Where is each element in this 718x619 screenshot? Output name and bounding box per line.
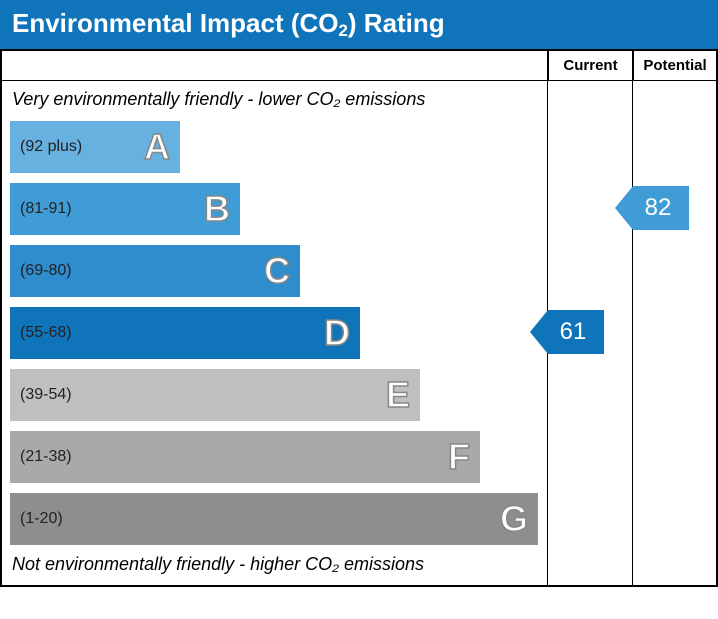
band-range: (1-20) xyxy=(20,510,63,528)
band-letter: E xyxy=(386,374,410,416)
band-bar-a: (92 plus) A xyxy=(10,121,180,173)
band-row-d: (55-68) D xyxy=(10,302,547,364)
title-suffix: ) Rating xyxy=(348,8,445,38)
band-row-b: (81-91) B xyxy=(10,178,547,240)
band-letter: D xyxy=(324,312,350,354)
band-letter: G xyxy=(500,498,528,540)
arrow-tip-icon xyxy=(530,310,548,354)
band-row-e: (39-54) E xyxy=(10,364,547,426)
band-range: (92 plus) xyxy=(20,138,82,156)
band-range: (55-68) xyxy=(20,324,72,342)
arrow-tip-icon xyxy=(615,186,633,230)
potential-arrow: 82 xyxy=(615,186,689,230)
band-row-g: (1-20) G xyxy=(10,488,547,550)
arrow-value: 61 xyxy=(548,310,604,354)
arrow-value: 82 xyxy=(633,186,689,230)
band-bar-e: (39-54) E xyxy=(10,369,420,421)
title-prefix: Environmental Impact (CO xyxy=(12,8,339,38)
title-sub: 2 xyxy=(339,21,348,40)
band-bar-c: (69-80) C xyxy=(10,245,300,297)
epc-rating-chart: Environmental Impact (CO2) Rating Curren… xyxy=(0,0,718,587)
band-bar-g: (1-20) G xyxy=(10,493,538,545)
current-column: 61 xyxy=(548,81,633,587)
header-current: Current xyxy=(548,51,633,81)
header-potential: Potential xyxy=(633,51,718,81)
band-row-f: (21-38) F xyxy=(10,426,547,488)
band-row-c: (69-80) C xyxy=(10,240,547,302)
band-letter: A xyxy=(144,126,170,168)
band-letter: F xyxy=(448,436,470,478)
band-bar-b: (81-91) B xyxy=(10,183,240,235)
header-left xyxy=(0,51,548,81)
caption-top: Very environmentally friendly - lower CO… xyxy=(2,85,547,116)
caption-bottom: Not environmentally friendly - higher CO… xyxy=(2,550,547,581)
band-range: (39-54) xyxy=(20,386,72,404)
chart-grid: Current Potential Very environmentally f… xyxy=(0,49,718,587)
bars-container: (92 plus) A (81-91) B (69-80) C (55-68) D (39-54… xyxy=(2,116,547,550)
band-bar-f: (21-38) F xyxy=(10,431,480,483)
band-bar-d: (55-68) D xyxy=(10,307,360,359)
chart-title: Environmental Impact (CO2) Rating xyxy=(0,0,718,49)
band-letter: C xyxy=(264,250,290,292)
potential-column: 82 xyxy=(633,81,718,587)
current-arrow: 61 xyxy=(530,310,604,354)
band-range: (69-80) xyxy=(20,262,72,280)
band-row-a: (92 plus) A xyxy=(10,116,547,178)
band-letter: B xyxy=(204,188,230,230)
band-range: (21-38) xyxy=(20,448,72,466)
band-range: (81-91) xyxy=(20,200,72,218)
bands-panel: Very environmentally friendly - lower CO… xyxy=(0,81,548,587)
